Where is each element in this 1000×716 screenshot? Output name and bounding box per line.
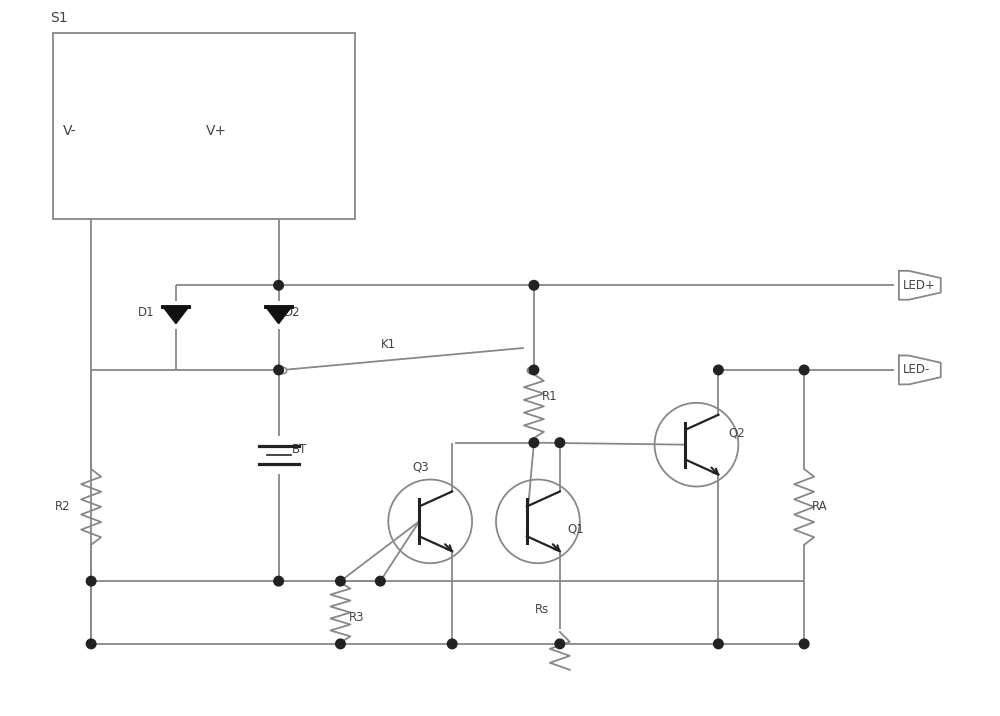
Text: D2: D2: [284, 306, 300, 319]
Circle shape: [336, 639, 345, 649]
Circle shape: [555, 639, 565, 649]
Circle shape: [447, 639, 457, 649]
Circle shape: [714, 365, 723, 374]
Circle shape: [529, 365, 539, 374]
Circle shape: [799, 639, 809, 649]
Text: R1: R1: [542, 390, 558, 403]
Text: LED+: LED+: [903, 279, 936, 292]
Text: RA: RA: [812, 500, 828, 513]
Circle shape: [714, 639, 723, 649]
Circle shape: [274, 281, 283, 290]
Text: K1: K1: [381, 337, 396, 351]
Circle shape: [529, 438, 539, 448]
Text: V+: V+: [206, 124, 227, 138]
Circle shape: [86, 639, 96, 649]
Circle shape: [86, 576, 96, 586]
Text: V-: V-: [63, 124, 77, 138]
Circle shape: [274, 365, 283, 374]
Polygon shape: [266, 306, 292, 324]
Text: R3: R3: [348, 611, 364, 624]
Text: Q3: Q3: [412, 460, 429, 473]
Circle shape: [336, 576, 345, 586]
Text: D1: D1: [138, 306, 155, 319]
Text: R2: R2: [55, 500, 71, 513]
Text: BT: BT: [292, 443, 307, 456]
Circle shape: [799, 365, 809, 374]
Text: Q1: Q1: [568, 523, 585, 536]
Text: Rs: Rs: [535, 603, 549, 616]
Text: S1: S1: [50, 11, 68, 25]
Circle shape: [555, 438, 565, 448]
Circle shape: [274, 576, 283, 586]
FancyBboxPatch shape: [53, 33, 355, 218]
Text: Q2: Q2: [728, 426, 745, 439]
Circle shape: [529, 281, 539, 290]
Text: LED-: LED-: [903, 364, 930, 377]
Circle shape: [376, 576, 385, 586]
Polygon shape: [163, 306, 189, 324]
